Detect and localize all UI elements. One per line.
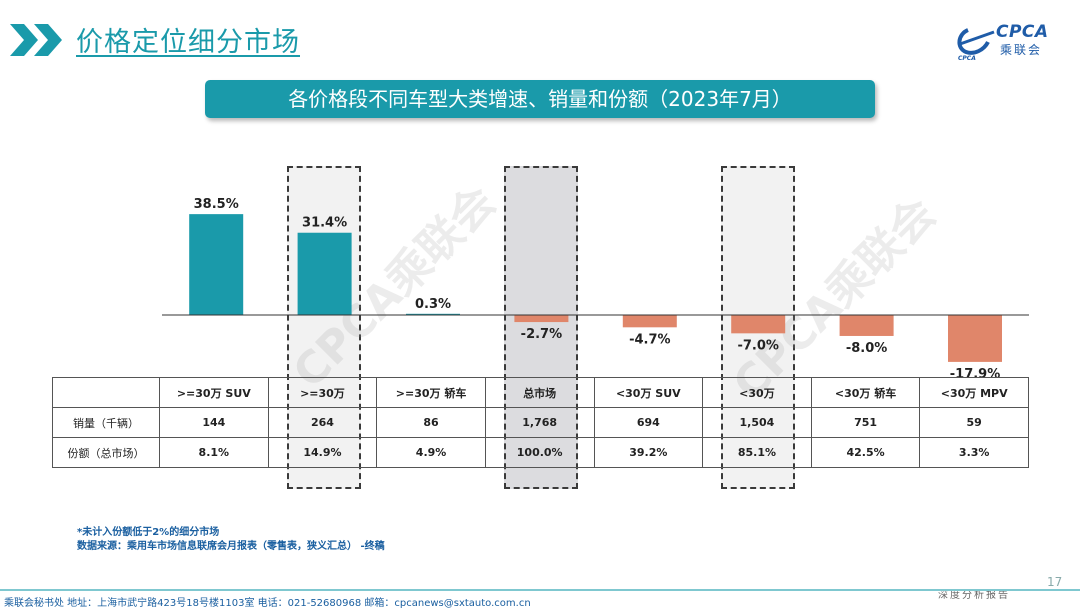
- footer-divider: [0, 589, 1080, 591]
- table-cell: 1,768: [484, 407, 595, 438]
- table-col-header: <30万 MPV: [919, 377, 1029, 408]
- chevron-right-icon: [10, 24, 62, 56]
- table-cell: 694: [593, 407, 704, 438]
- chart-subtitle-banner: 各价格段不同车型大类增速、销量和份额（2023年7月）: [205, 80, 875, 118]
- page-title: 价格定位细分市场: [76, 27, 300, 58]
- bar: [406, 313, 460, 315]
- table-cell: 42.5%: [810, 437, 921, 468]
- table-cell: 4.9%: [376, 437, 486, 468]
- data-label: 0.3%: [415, 297, 451, 312]
- table-col-header: <30万 SUV: [593, 377, 704, 408]
- bar: [297, 232, 352, 315]
- data-label: 38.5%: [194, 197, 239, 212]
- table-row-label: 份额（总市场）: [52, 437, 160, 468]
- table-col-header: 总市场: [484, 377, 595, 408]
- logo-small-text: CPCA: [958, 55, 976, 62]
- logo-text: CPCA: [996, 22, 1049, 42]
- data-label: -8.0%: [846, 341, 887, 356]
- table-cell: 144: [159, 407, 269, 438]
- table-cell: 14.9%: [267, 437, 378, 468]
- logo-subtext: 乘联会: [1000, 43, 1043, 57]
- table-corner-cell: [52, 377, 160, 408]
- bar: [839, 315, 894, 336]
- bar: [731, 315, 786, 334]
- report-label: 深度分析报告: [938, 590, 1010, 601]
- table-cell: 264: [267, 407, 378, 438]
- data-table: >=30万 SUV >=30万 >=30万 轿车 总市场 <30万 SUV <3…: [52, 377, 1029, 468]
- table-cell: 3.3%: [919, 437, 1029, 468]
- table-col-header: >=30万: [267, 377, 378, 408]
- footnotes: *未计入份额低于2%的细分市场 数据来源：乘用车市场信息联席会月报表（零售表，狭…: [77, 526, 385, 554]
- table-cell: 1,504: [702, 407, 812, 438]
- table-cell: 85.1%: [702, 437, 812, 468]
- table-cell: 8.1%: [159, 437, 269, 468]
- table-cell: 100.0%: [484, 437, 595, 468]
- footer-info: 乘联会秘书处 地址：上海市武宁路423号18号楼1103室 电话：021-526…: [4, 598, 531, 608]
- data-label: -17.9%: [950, 367, 1001, 380]
- footnote-line-1: *未计入份额低于2%的细分市场: [77, 527, 220, 538]
- table-col-header: >=30万 轿车: [376, 377, 486, 408]
- data-label: -4.7%: [629, 332, 670, 347]
- data-label: 31.4%: [302, 216, 347, 231]
- bar: [514, 315, 569, 323]
- bar: [189, 214, 244, 315]
- table-cell: 59: [919, 407, 1029, 438]
- table-cell: 39.2%: [593, 437, 704, 468]
- page-number: 17: [1047, 575, 1063, 589]
- table-col-header: <30万 轿车: [810, 377, 921, 408]
- bar: [948, 315, 1002, 362]
- data-label: -2.7%: [521, 327, 562, 342]
- table-cell: 751: [810, 407, 921, 438]
- table-row-share: 份额（总市场） 8.1% 14.9% 4.9% 100.0% 39.2% 85.…: [52, 437, 1029, 468]
- growth-bar-chart: 38.5% 31.4% 0.3% -2.7% -4.7% -7.0% -8.0% -17.9%: [162, 197, 1029, 380]
- cpca-logo-icon: CPCA: [957, 28, 995, 62]
- table-row-sales: 销量（千辆） 144 264 86 1,768 694 1,504 751 59: [52, 407, 1029, 438]
- table-header-row: >=30万 SUV >=30万 >=30万 轿车 总市场 <30万 SUV <3…: [52, 377, 1029, 408]
- table-cell: 86: [376, 407, 486, 438]
- table-col-header: >=30万 SUV: [159, 377, 269, 408]
- table-col-header: <30万: [702, 377, 812, 408]
- bar: [622, 315, 677, 328]
- data-label: -7.0%: [737, 338, 778, 353]
- footnote-line-2: 数据来源：乘用车市场信息联席会月报表（零售表，狭义汇总） -终稿: [77, 541, 385, 552]
- table-row-label: 销量（千辆）: [52, 407, 160, 438]
